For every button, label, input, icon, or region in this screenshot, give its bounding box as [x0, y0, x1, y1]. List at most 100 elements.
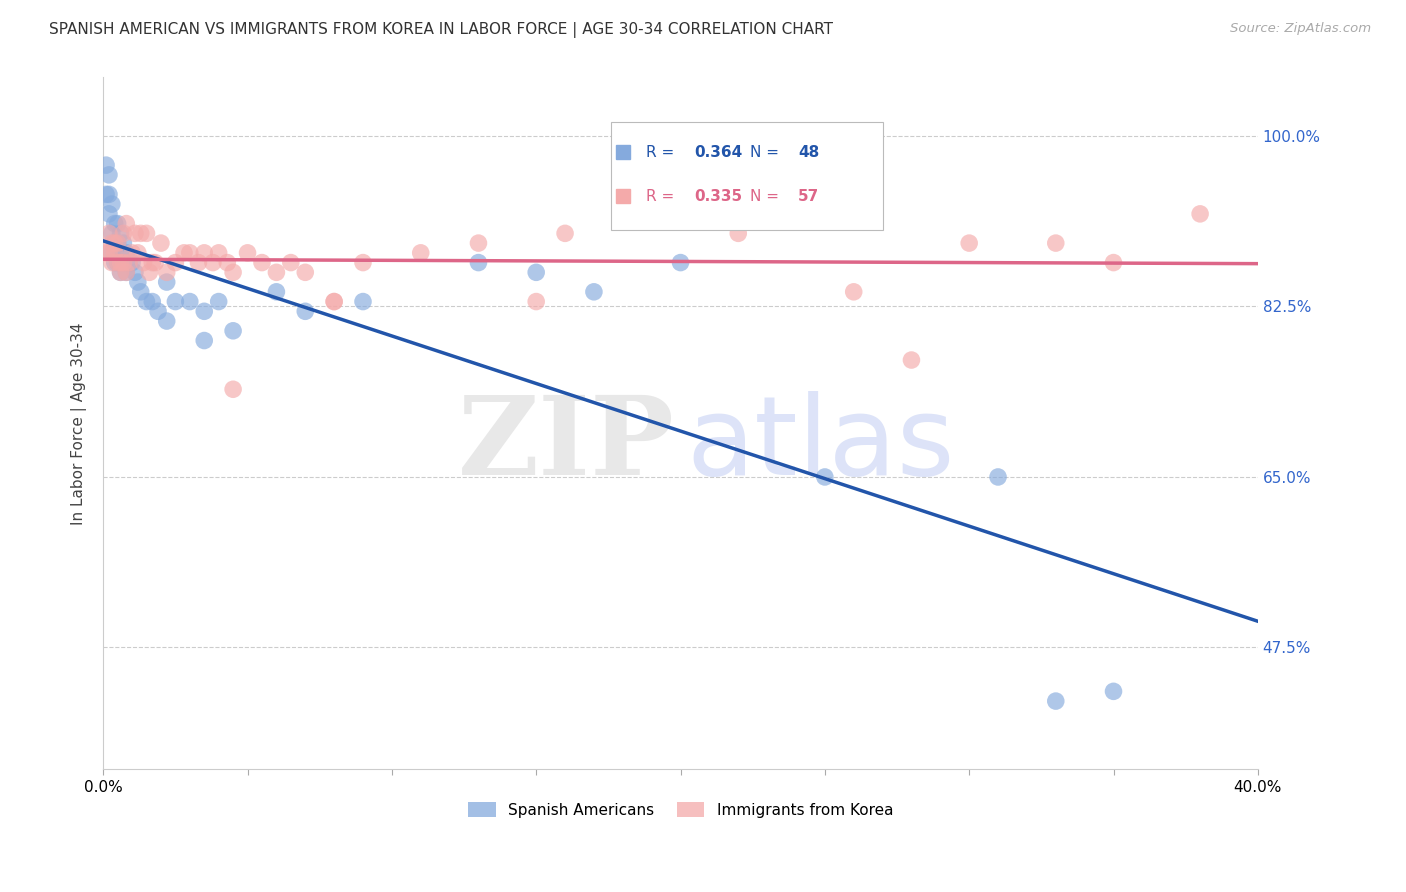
- Point: [149, 236, 172, 251]
- Point: [179, 294, 201, 309]
- Point: [94, 245, 117, 260]
- Point: [156, 265, 179, 279]
- Point: [115, 265, 138, 279]
- Point: [107, 236, 129, 251]
- Text: N =: N =: [749, 189, 783, 204]
- Point: [127, 275, 149, 289]
- Y-axis label: In Labor Force | Age 30-34: In Labor Force | Age 30-34: [72, 322, 87, 524]
- Point: [115, 217, 138, 231]
- Point: [98, 245, 121, 260]
- Point: [323, 294, 346, 309]
- Point: [101, 255, 124, 269]
- Point: [266, 285, 288, 299]
- Point: [222, 265, 245, 279]
- Point: [104, 245, 127, 260]
- Point: [101, 227, 124, 241]
- Point: [1189, 207, 1212, 221]
- Point: [104, 236, 127, 251]
- Point: [110, 227, 132, 241]
- Point: [554, 227, 576, 241]
- Point: [193, 334, 215, 348]
- Point: [129, 285, 152, 299]
- Point: [94, 158, 117, 172]
- Point: [1045, 694, 1067, 708]
- Point: [250, 255, 273, 269]
- Text: ZIP: ZIP: [458, 391, 675, 498]
- Point: [110, 265, 132, 279]
- Point: [217, 255, 239, 269]
- Point: [193, 304, 215, 318]
- Point: [173, 245, 195, 260]
- Point: [222, 382, 245, 396]
- Point: [138, 265, 160, 279]
- FancyBboxPatch shape: [612, 122, 883, 229]
- Point: [141, 255, 163, 269]
- Point: [201, 255, 224, 269]
- Point: [112, 255, 135, 269]
- Point: [141, 294, 163, 309]
- Point: [294, 265, 316, 279]
- Point: [132, 255, 155, 269]
- Point: [266, 265, 288, 279]
- Point: [957, 236, 980, 251]
- Point: [222, 324, 245, 338]
- Point: [104, 217, 127, 231]
- Point: [115, 245, 138, 260]
- Legend: Spanish Americans, Immigrants from Korea: Spanish Americans, Immigrants from Korea: [463, 796, 898, 824]
- Point: [352, 255, 374, 269]
- Point: [110, 255, 132, 269]
- Point: [524, 294, 547, 309]
- Point: [98, 227, 121, 241]
- Point: [1102, 255, 1125, 269]
- Point: [156, 275, 179, 289]
- Point: [107, 217, 129, 231]
- Point: [727, 227, 749, 241]
- Point: [842, 285, 865, 299]
- Point: [110, 265, 132, 279]
- Point: [467, 236, 489, 251]
- Point: [280, 255, 302, 269]
- Point: [98, 187, 121, 202]
- Point: [323, 294, 346, 309]
- Text: 48: 48: [799, 145, 820, 160]
- Text: SPANISH AMERICAN VS IMMIGRANTS FROM KOREA IN LABOR FORCE | AGE 30-34 CORRELATION: SPANISH AMERICAN VS IMMIGRANTS FROM KORE…: [49, 22, 834, 38]
- Point: [294, 304, 316, 318]
- Point: [208, 245, 231, 260]
- Text: R =: R =: [645, 189, 679, 204]
- Point: [640, 207, 662, 221]
- Text: R =: R =: [645, 145, 679, 160]
- Point: [156, 314, 179, 328]
- Point: [112, 227, 135, 241]
- Point: [208, 294, 231, 309]
- Point: [107, 255, 129, 269]
- Point: [669, 255, 692, 269]
- Point: [98, 207, 121, 221]
- Point: [104, 236, 127, 251]
- Point: [98, 168, 121, 182]
- Point: [107, 236, 129, 251]
- Point: [524, 265, 547, 279]
- Point: [118, 255, 141, 269]
- Point: [101, 236, 124, 251]
- Point: [135, 294, 157, 309]
- Text: atlas: atlas: [686, 391, 955, 498]
- Text: N =: N =: [749, 145, 783, 160]
- Point: [165, 294, 187, 309]
- Text: 0.364: 0.364: [695, 145, 742, 160]
- Point: [179, 245, 201, 260]
- Point: [124, 227, 146, 241]
- Point: [104, 255, 127, 269]
- Point: [814, 470, 837, 484]
- Point: [467, 255, 489, 269]
- Point: [110, 245, 132, 260]
- Point: [582, 285, 605, 299]
- Point: [112, 255, 135, 269]
- Point: [124, 265, 146, 279]
- Point: [187, 255, 209, 269]
- Point: [165, 255, 187, 269]
- Point: [115, 265, 138, 279]
- Point: [1102, 684, 1125, 698]
- Point: [129, 227, 152, 241]
- Point: [101, 197, 124, 211]
- Point: [987, 470, 1010, 484]
